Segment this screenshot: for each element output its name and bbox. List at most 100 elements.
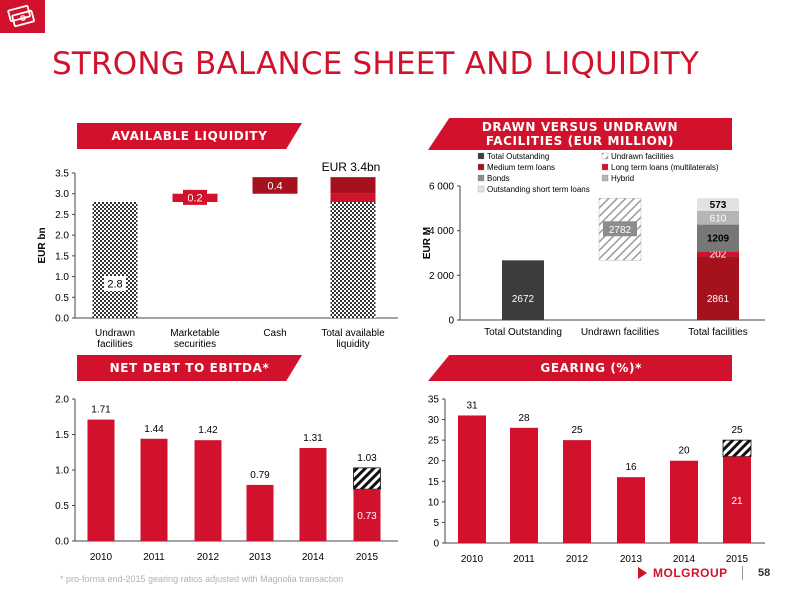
gearing-data-label: 25: [731, 425, 743, 436]
gearing-category-label: 2013: [620, 554, 643, 565]
gearing-bar-2015: [723, 456, 751, 543]
liquidity-y-tick-label: 3.0: [55, 189, 69, 200]
gearing-category-label: 2012: [566, 554, 589, 565]
facilities-bar-bonds: [697, 256, 739, 320]
facilities-legend-label: Hybrid: [611, 174, 634, 183]
gearing-data-label: 25: [571, 425, 583, 436]
money-stack-icon: [7, 4, 35, 28]
gearing-bar-2011: [510, 427, 538, 543]
facilities-label-undrawn: 2782: [609, 225, 632, 236]
netdebt-data-label: 1.31: [303, 433, 323, 444]
logo-box: [0, 0, 45, 33]
facilities-legend-label: Medium term loans: [487, 163, 555, 172]
liquidity-label-cash: 0.4: [267, 180, 282, 192]
liquidity-label-securities-box: [183, 189, 207, 205]
liquidity-label-securities: 0.2: [187, 192, 202, 204]
gearing-y-tick-label: 10: [428, 497, 440, 508]
gearing-bar-2015-adjustment: [722, 439, 752, 457]
netdebt-bar-2015: [353, 489, 381, 541]
netdebt-data-label: 1.71: [91, 405, 111, 416]
facilities-legend-label: Bonds: [487, 174, 510, 183]
page-title: STRONG BALANCE SHEET AND LIQUIDITY: [52, 46, 699, 82]
liquidity-y-tick-label: 0.5: [55, 293, 69, 304]
netdebt-category-label: 2010: [90, 552, 113, 563]
gearing-y-tick-label: 20: [428, 456, 440, 467]
facilities-label-total-outstanding: 2672: [512, 294, 535, 305]
liquidity-y-tick-label: 0.0: [55, 314, 69, 325]
page-number: 58: [758, 567, 771, 579]
gearing-bar-2010: [458, 415, 486, 543]
facilities-bar-total-outstanding: [502, 260, 544, 320]
netdebt-bar-2015-adjustment: [353, 467, 381, 490]
netdebt-category-label: 2011: [143, 552, 165, 563]
facilities-legend-swatch: [601, 163, 609, 171]
liquidity-y-tick-label: 1.0: [55, 272, 69, 283]
facilities-bar-hybrid: [697, 210, 739, 225]
facilities-bar-short-term: [697, 198, 739, 211]
liquidity-bar-total-cash: [330, 177, 376, 194]
gearing-y-tick-label: 15: [428, 477, 440, 488]
liquidity-label-undrawn: 2.8: [107, 279, 122, 291]
facilities-y-tick-label: 2 000: [429, 271, 454, 282]
netdebt-data-label: 0.79: [250, 470, 270, 481]
netdebt-category-label: 2013: [249, 552, 272, 563]
netdebt-label-2015-adjusted: 0.73: [357, 511, 377, 522]
footnote: * pro-forma end-2015 gearing ratios adju…: [60, 574, 344, 584]
netdebt-y-tick-label: 2.0: [55, 395, 69, 406]
brand-name: MOLGROUP: [653, 566, 728, 580]
liquidity-label-undrawn-box: [104, 276, 126, 291]
facilities-legend-label: Undrawn facilities: [611, 152, 674, 161]
molgroup-arrow-icon: [638, 567, 647, 579]
facilities-legend-label: Total Outstanding: [487, 152, 549, 161]
gearing-category-label: 2014: [673, 554, 696, 565]
facilities-legend-swatch: [477, 152, 485, 160]
liquidity-category-label: Cash: [263, 328, 286, 339]
facilities-bar-hybrid-label: 610: [710, 213, 727, 224]
facilities-legend-swatch: [601, 152, 609, 160]
liquidity-bar-cash: [252, 177, 298, 194]
facilities-category-label: Total facilities: [688, 327, 747, 338]
netdebt-y-tick-label: 1.5: [55, 430, 69, 441]
facilities-y-tick-label: 4 000: [429, 226, 454, 237]
netdebt-y-tick-label: 1.0: [55, 466, 69, 477]
brand-logo: MOLGROUP: [638, 566, 743, 580]
facilities-label-undrawn-box: [603, 221, 637, 237]
facilities-legend-label: Long term loans (multilaterals): [611, 163, 719, 172]
facilities-bar-medium-term: [697, 224, 739, 252]
facilities-y-tick-label: 6 000: [429, 182, 454, 193]
facilities-category-label: Total Outstanding: [484, 327, 562, 338]
netdebt-category-label: 2015: [356, 552, 379, 563]
liquidity-category-label: Marketable: [170, 328, 220, 339]
netdebt-data-label: 1.44: [144, 424, 164, 435]
gearing-y-tick-label: 30: [428, 415, 440, 426]
brand-divider: [741, 566, 743, 580]
netdebt-bar-2011: [140, 438, 168, 541]
netdebt-data-label: 1.42: [198, 425, 218, 436]
gearing-data-label: 16: [625, 462, 637, 473]
facilities-legend-swatch: [477, 163, 485, 171]
netdebt-y-tick-label: 0.0: [55, 537, 69, 548]
gearing-bar-2013: [617, 477, 645, 543]
gearing-label-2015-adjusted: 21: [731, 496, 743, 507]
facilities-bar-short-term-label: 573: [710, 200, 727, 211]
facilities-bar-bonds-label: 2861: [707, 294, 730, 305]
liquidity-bar-total-undrawn: [330, 202, 376, 318]
gearing-bar-2014: [670, 460, 698, 543]
netdebt-bar-2010: [87, 419, 115, 541]
liquidity-y-tick-label: 2.0: [55, 231, 69, 242]
gearing-data-label: 28: [518, 413, 530, 424]
gearing-y-tick-label: 0: [433, 539, 439, 550]
liquidity-category-label: liquidity: [336, 339, 369, 350]
liquidity-bar-total-securities: [330, 193, 376, 202]
banner-gearing: GEARING (%)*: [428, 355, 732, 381]
liquidity-category-label: facilities: [97, 339, 133, 350]
liquidity-y-tick-label: 3.5: [55, 169, 69, 180]
gearing-y-tick-label: 35: [428, 395, 440, 406]
gearing-data-label: 31: [466, 400, 478, 411]
gearing-bar-2012: [563, 440, 591, 543]
gearing-category-label: 2010: [461, 554, 484, 565]
netdebt-data-label: 1.03: [357, 453, 377, 464]
netdebt-category-label: 2012: [197, 552, 220, 563]
facilities-y-tick-label: 0: [448, 316, 454, 327]
netdebt-bar-2012: [194, 440, 222, 541]
